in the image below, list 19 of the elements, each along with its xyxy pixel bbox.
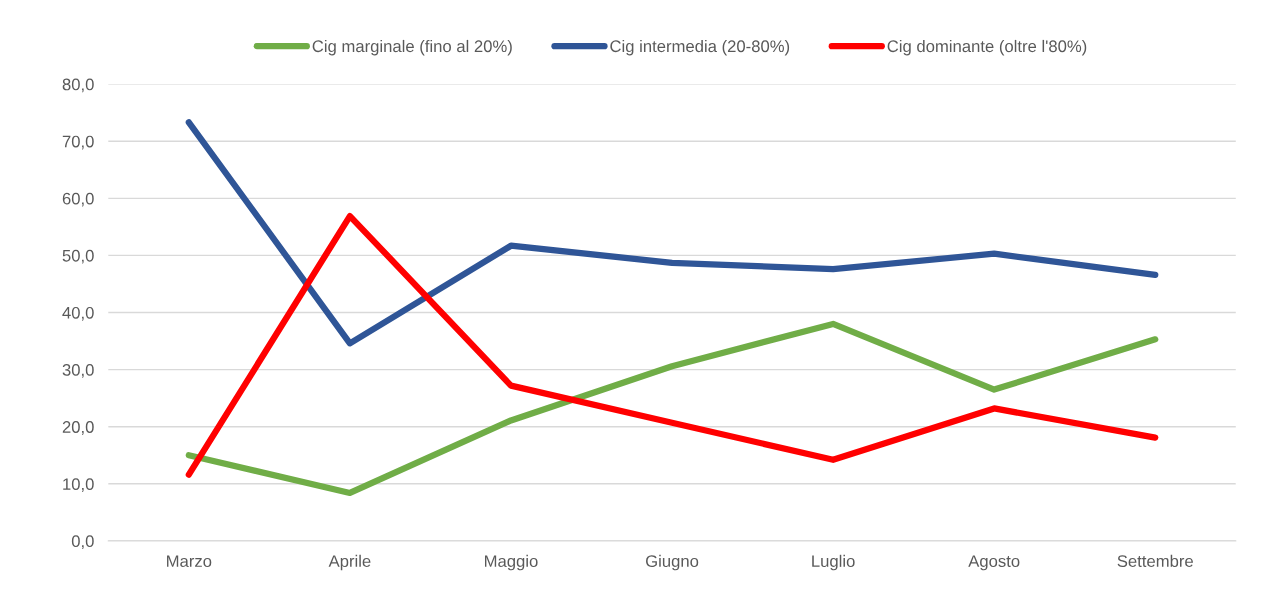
legend-label: Cig intermedia (20-80%) <box>610 39 790 56</box>
y-tick-label: 40,0 <box>62 306 94 321</box>
x-tick-label: Giugno <box>646 554 699 571</box>
legend-label: Cig marginale (fino al 20%) <box>312 39 512 56</box>
y-tick-label: 10,0 <box>63 478 94 492</box>
y-tick-label: 60,0 <box>62 192 94 207</box>
x-tick-label: Aprile <box>328 554 371 571</box>
x-tick-label: Luglio <box>812 554 855 571</box>
y-tick-label: 80,0 <box>62 78 94 93</box>
x-tick-label: Agosto <box>968 555 1020 571</box>
x-tick-label: Maggio <box>485 554 538 571</box>
y-tick-label: 0,0 <box>71 535 94 550</box>
legend-label: Cig dominante (oltre l'80%) <box>887 39 1087 56</box>
y-tick-label: 70,0 <box>62 135 94 150</box>
y-tick-label: 50,0 <box>62 249 94 264</box>
y-tick-label: 20,0 <box>62 421 94 435</box>
x-tick-label: Settembre <box>1117 554 1193 568</box>
x-tick-label: Marzo <box>167 555 212 568</box>
y-tick-label: 30,0 <box>62 364 94 378</box>
